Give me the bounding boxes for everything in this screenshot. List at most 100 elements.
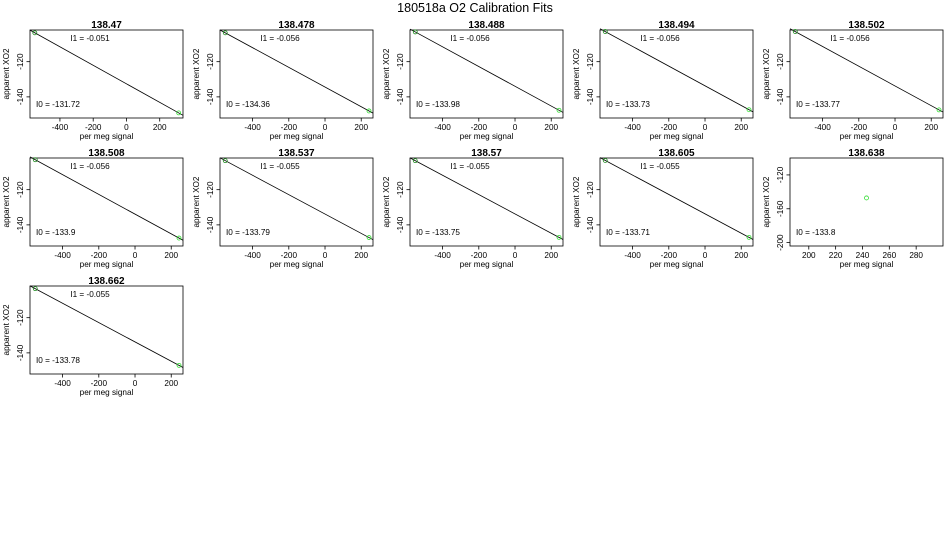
x-axis-label: per meg signal bbox=[460, 132, 514, 141]
x-tick-label: 240 bbox=[856, 251, 870, 260]
i1-annotation: I1 = -0.055 bbox=[70, 290, 110, 299]
plot-frame bbox=[789, 157, 944, 247]
panel-10: 138.662 -400 -200 0 200 -140 -120 per meg signa… bbox=[2, 276, 184, 397]
x-tick-label: 0 bbox=[323, 251, 328, 260]
x-tick-label: -200 bbox=[661, 123, 678, 132]
panel-title: 138.494 bbox=[658, 20, 695, 31]
x-axis-label: per meg signal bbox=[650, 260, 704, 269]
x-tick-label: 200 bbox=[354, 251, 368, 260]
plot-frame bbox=[29, 29, 184, 119]
plot-frame bbox=[219, 29, 374, 119]
data-point bbox=[792, 29, 798, 34]
panel-title: 138.638 bbox=[848, 148, 885, 159]
data-point bbox=[176, 110, 182, 116]
data-point bbox=[222, 30, 228, 36]
data-point bbox=[602, 158, 608, 163]
plot-frame bbox=[599, 29, 754, 119]
data-point bbox=[176, 235, 182, 241]
i0-annotation: I0 = -134.36 bbox=[226, 100, 270, 109]
i0-annotation: I0 = -133.79 bbox=[226, 228, 270, 237]
x-tick-label: 200 bbox=[802, 251, 816, 260]
x-tick-label: 0 bbox=[513, 123, 518, 132]
x-tick-label: 0 bbox=[323, 123, 328, 132]
x-tick-label: -200 bbox=[91, 379, 108, 388]
panel-3: 138.494 -400 -200 0 200 -140 -120 per meg signa… bbox=[572, 20, 754, 141]
data-point bbox=[412, 158, 418, 164]
x-tick-label: -200 bbox=[281, 251, 298, 260]
x-axis-label: per meg signal bbox=[270, 132, 324, 141]
i1-annotation: I1 = -0.051 bbox=[70, 34, 110, 43]
i0-annotation: I0 = -133.71 bbox=[606, 228, 650, 237]
i1-annotation: I1 = -0.055 bbox=[450, 162, 490, 171]
data-point bbox=[32, 30, 38, 36]
data-point bbox=[412, 29, 418, 35]
x-tick-label: 200 bbox=[354, 123, 368, 132]
panel-2: 138.488 -400 -200 0 200 -140 -120 per meg signa… bbox=[382, 20, 564, 141]
x-tick-label: -400 bbox=[54, 251, 71, 260]
i0-annotation: I0 = -133.77 bbox=[796, 100, 840, 109]
i1-annotation: I1 = -0.056 bbox=[260, 34, 300, 43]
data-point bbox=[864, 195, 869, 201]
panel-7: 138.57 -400 -200 0 200 -140 -120 per meg signal… bbox=[382, 148, 564, 269]
panel-4: 138.502 -400 -200 0 200 -140 -120 per meg signa… bbox=[762, 20, 944, 141]
y-axis-label: apparent XO2 bbox=[192, 176, 201, 227]
panel-title: 138.605 bbox=[658, 148, 695, 159]
x-tick-label: 200 bbox=[544, 123, 558, 132]
data-point bbox=[32, 286, 38, 292]
x-tick-label: -200 bbox=[851, 123, 868, 132]
data-point bbox=[602, 29, 608, 34]
y-tick-label: -140 bbox=[396, 88, 405, 105]
y-tick-label: -120 bbox=[206, 53, 215, 70]
x-tick-label: 0 bbox=[124, 123, 129, 132]
i0-annotation: I0 = -133.8 bbox=[796, 228, 836, 237]
y-tick-label: -120 bbox=[396, 181, 405, 198]
x-axis-label: per meg signal bbox=[460, 260, 514, 269]
panel-5: 138.508 -400 -200 0 200 -140 -120 per meg signa… bbox=[2, 148, 184, 269]
x-tick-label: 200 bbox=[164, 251, 178, 260]
y-tick-label: -120 bbox=[396, 53, 405, 70]
x-tick-label: -400 bbox=[52, 123, 69, 132]
y-axis-label: apparent XO2 bbox=[572, 48, 581, 99]
fit-line bbox=[599, 157, 754, 240]
y-axis-label: apparent XO2 bbox=[2, 176, 11, 227]
panel-1: 138.478 -400 -200 0 200 -140 -120 per meg signa… bbox=[192, 20, 374, 141]
fit-line bbox=[409, 28, 564, 113]
y-tick-label: -140 bbox=[206, 216, 215, 233]
fit-line bbox=[29, 29, 184, 116]
y-tick-label: -140 bbox=[776, 88, 785, 105]
x-tick-label: 260 bbox=[882, 251, 896, 260]
x-axis-label: per meg signal bbox=[270, 260, 324, 269]
x-axis-label: per meg signal bbox=[840, 260, 894, 269]
fit-line bbox=[29, 285, 184, 368]
x-tick-label: 0 bbox=[703, 123, 708, 132]
data-point bbox=[556, 107, 562, 113]
y-axis-label: apparent XO2 bbox=[192, 48, 201, 99]
x-tick-label: 0 bbox=[703, 251, 708, 260]
y-tick-label: -140 bbox=[586, 216, 595, 233]
data-point bbox=[746, 234, 752, 240]
i1-annotation: I1 = -0.056 bbox=[450, 34, 490, 43]
x-tick-label: -200 bbox=[91, 251, 108, 260]
x-tick-label: 200 bbox=[544, 251, 558, 260]
x-tick-label: 200 bbox=[164, 379, 178, 388]
plot-frame bbox=[789, 29, 944, 119]
data-point bbox=[746, 107, 752, 113]
x-axis-label: per meg signal bbox=[840, 132, 894, 141]
y-axis-label: apparent XO2 bbox=[572, 176, 581, 227]
x-tick-label: -400 bbox=[814, 123, 831, 132]
x-axis-label: per meg signal bbox=[650, 132, 704, 141]
i1-annotation: I1 = -0.055 bbox=[260, 162, 300, 171]
plot-frame bbox=[599, 157, 754, 247]
panel-title: 138.508 bbox=[88, 148, 125, 159]
panel-8: 138.605 -400 -200 0 200 -140 -120 per meg signa… bbox=[572, 148, 754, 269]
x-tick-label: -400 bbox=[624, 251, 641, 260]
y-tick-label: -120 bbox=[586, 181, 595, 198]
data-point bbox=[366, 235, 372, 240]
i1-annotation: I1 = -0.056 bbox=[830, 34, 870, 43]
x-axis-label: per meg signal bbox=[80, 388, 134, 397]
i0-annotation: I0 = -131.72 bbox=[36, 100, 80, 109]
plot-frame bbox=[219, 157, 374, 247]
i0-annotation: I0 = -133.75 bbox=[416, 228, 460, 237]
y-axis-label: apparent XO2 bbox=[762, 48, 771, 99]
